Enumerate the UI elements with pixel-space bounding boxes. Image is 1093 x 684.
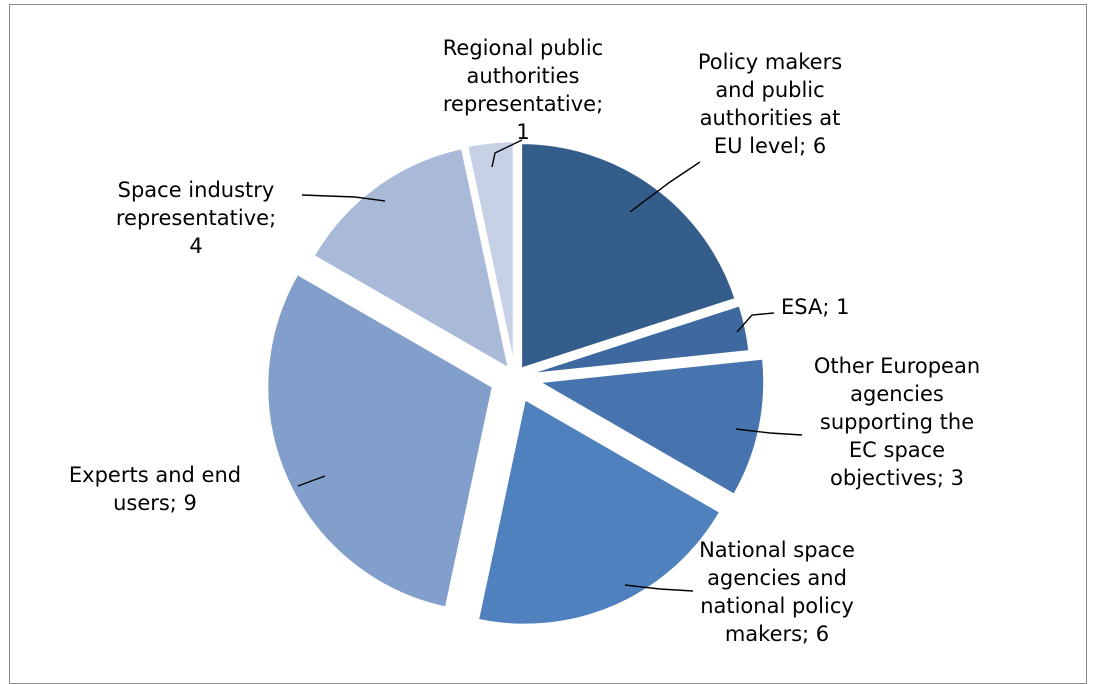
leader-line (297, 475, 326, 487)
data-label: Other European agencies supporting the EC s… (814, 354, 980, 490)
pie-slice (311, 146, 511, 372)
data-label: Policy makers and public authorities at EU … (698, 50, 842, 158)
data-label-line: authorities (467, 64, 580, 88)
data-label-line: EU level; 6 (714, 134, 826, 158)
leader-line (301, 194, 386, 202)
pie-slice (265, 272, 495, 610)
data-label: Experts and end users; 9 (69, 463, 241, 515)
leader-line (736, 312, 775, 333)
pie-slice (476, 396, 723, 627)
data-label-line: Space industry (118, 178, 275, 202)
data-label-line: national policy (700, 594, 854, 618)
data-label-line: Other European (814, 354, 980, 378)
data-label-line: ESA; 1 (781, 295, 849, 319)
data-label-line: Policy makers (698, 50, 842, 74)
data-label-line: representative; (116, 206, 276, 230)
data-label-line: supporting the (820, 410, 974, 434)
leader-lines (297, 139, 803, 592)
data-label-line: agencies (850, 382, 944, 406)
data-label-line: National space (699, 538, 855, 562)
data-label-line: agencies and (707, 566, 847, 590)
pie-slice (519, 141, 738, 371)
data-label-line: objectives; 3 (830, 466, 964, 490)
data-label: ESA; 1 (781, 295, 849, 319)
data-label-line: Regional public (443, 36, 603, 60)
chart-area: Policy makers and public authorities at EU … (9, 4, 1087, 684)
data-label-line: and public (715, 78, 824, 102)
data-label-line: representative; (443, 92, 603, 116)
pie-slices (265, 139, 766, 627)
leader-line (491, 139, 523, 168)
pie-slice (524, 303, 751, 377)
pie-slice (465, 139, 516, 368)
data-label-line: makers; 6 (725, 622, 829, 646)
leader-line (735, 428, 803, 436)
data-label: National space agencies and national polic… (699, 538, 855, 646)
leader-line (624, 584, 694, 592)
data-label-line: 4 (189, 234, 202, 258)
data-label: Regional public authorities representative… (443, 36, 603, 144)
data-label-line: Experts and end (69, 463, 241, 487)
data-label-line: authorities at (700, 106, 841, 130)
pie-slice (534, 356, 766, 497)
pie-chart: Policy makers and public authorities at EU … (69, 36, 980, 646)
data-label: Space industry representative; 4 (116, 178, 276, 258)
data-labels: Policy makers and public authorities at EU … (69, 36, 980, 646)
leader-line (629, 161, 701, 213)
data-label-line: 1 (516, 120, 529, 144)
data-label-line: users; 9 (113, 491, 197, 515)
data-label-line: EC space (849, 438, 945, 462)
